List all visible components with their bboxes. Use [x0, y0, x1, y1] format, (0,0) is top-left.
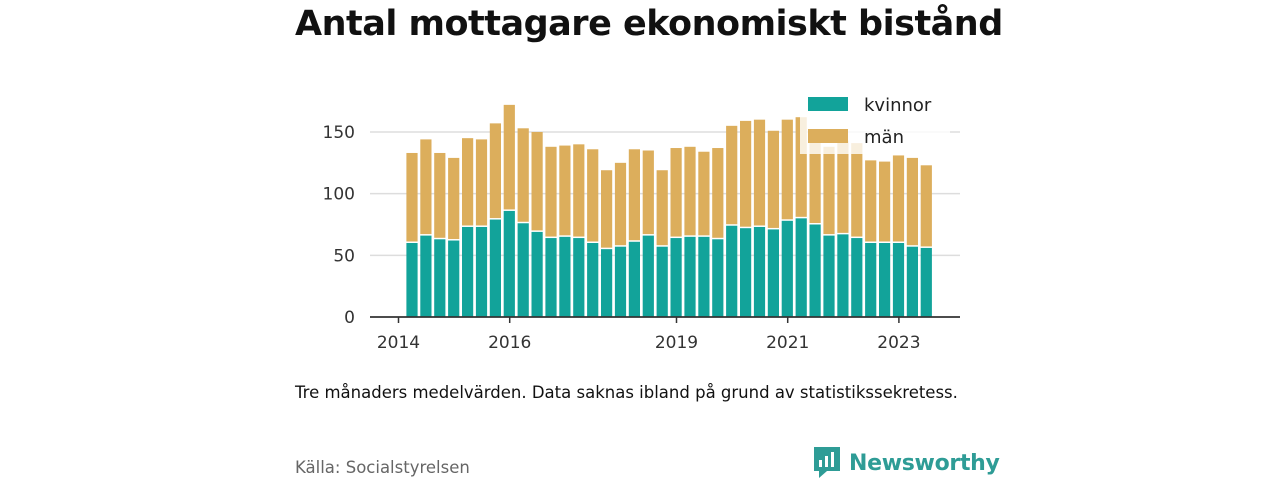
- bars-group: [406, 104, 932, 317]
- bar-man: [851, 143, 863, 237]
- chart-title: Antal mottagare ekonomiskt bistånd: [295, 4, 1003, 44]
- x-tick-label: 2021: [766, 333, 809, 353]
- legend-label: kvinnor: [864, 95, 932, 116]
- bar-man: [920, 165, 932, 247]
- bar-kvinnor: [670, 238, 682, 317]
- bar-man: [906, 157, 918, 246]
- brand-name: Newsworthy: [849, 450, 1000, 476]
- bar-kvinnor: [781, 220, 793, 317]
- bar-kvinnor: [837, 234, 849, 317]
- y-tick-label: 150: [323, 123, 355, 143]
- bar-man: [726, 125, 738, 225]
- bar-kvinnor: [795, 218, 807, 317]
- bar-man: [642, 150, 654, 235]
- bar-kvinnor: [684, 236, 696, 317]
- bar-kvinnor: [865, 243, 877, 317]
- legend-swatch-kvinnor: [808, 97, 848, 111]
- legend-label: män: [864, 127, 904, 148]
- legend: kvinnor män: [800, 88, 950, 154]
- bar-kvinnor: [420, 235, 432, 317]
- bar-man: [573, 144, 585, 237]
- bar-man: [892, 155, 905, 242]
- bar-man: [823, 146, 835, 235]
- y-tick-label: 100: [323, 185, 355, 205]
- bar-kvinnor: [740, 228, 752, 317]
- bar-man: [753, 119, 766, 226]
- bar-man: [614, 162, 627, 246]
- x-tick-label: 2014: [377, 333, 420, 353]
- bar-man: [462, 138, 474, 226]
- bar-man: [740, 120, 752, 227]
- bar-kvinnor: [573, 238, 585, 317]
- bar-kvinnor: [601, 249, 613, 317]
- newsworthy-bar-chart-logo-icon: [814, 447, 840, 478]
- bar-man: [420, 139, 432, 235]
- bar-kvinnor: [642, 235, 654, 317]
- bar-man: [684, 146, 696, 236]
- bar-man: [670, 148, 682, 237]
- bar-kvinnor: [698, 236, 710, 317]
- source-text: Källa: Socialstyrelsen: [295, 458, 470, 477]
- bar-man: [767, 130, 779, 228]
- bar-kvinnor: [587, 243, 599, 317]
- bar-man: [879, 161, 891, 242]
- bar-kvinnor: [628, 241, 640, 317]
- bar-kvinnor: [545, 238, 557, 317]
- bar-man: [628, 149, 640, 241]
- bar-man: [865, 160, 877, 242]
- stacked-bar-chart: 0 50 100 150 2014 2016 2019 2021 2023 kvinnor män: [322, 88, 960, 353]
- bar-kvinnor: [448, 240, 460, 317]
- bar-man: [503, 104, 515, 210]
- bar-man: [475, 139, 488, 226]
- bar-man: [698, 151, 710, 236]
- bar-man: [837, 140, 849, 233]
- chart-note: Tre månaders medelvärden. Data saknas ib…: [295, 383, 958, 402]
- bar-kvinnor: [559, 236, 571, 317]
- bar-kvinnor: [809, 224, 821, 317]
- bar-man: [795, 117, 807, 217]
- y-tick-label: 50: [333, 246, 355, 266]
- bar-kvinnor: [434, 239, 446, 317]
- bar-kvinnor: [767, 229, 779, 317]
- bar-man: [448, 157, 460, 240]
- bar-kvinnor: [531, 231, 543, 317]
- bar-man: [656, 170, 668, 246]
- bar-man: [601, 170, 613, 248]
- bar-kvinnor: [851, 238, 863, 317]
- bar-man: [517, 128, 529, 222]
- x-tick-label: 2023: [877, 333, 920, 353]
- bar-kvinnor: [753, 226, 766, 317]
- bar-kvinnor: [614, 246, 627, 317]
- bar-kvinnor: [406, 243, 418, 317]
- bar-kvinnor: [462, 226, 474, 317]
- bar-man: [559, 145, 571, 236]
- bar-kvinnor: [920, 247, 932, 317]
- bar-man: [809, 132, 821, 223]
- y-tick-label: 0: [344, 308, 355, 328]
- bar-kvinnor: [503, 210, 515, 317]
- legend-swatch-man: [808, 129, 848, 143]
- bar-kvinnor: [823, 235, 835, 317]
- bar-man: [489, 123, 501, 219]
- bar-man: [545, 146, 557, 237]
- bar-man: [406, 152, 418, 242]
- bar-man: [587, 149, 599, 242]
- axes-group: 0 50 100 150 2014 2016 2019 2021 2023: [323, 123, 960, 353]
- bar-man: [531, 132, 543, 231]
- bar-kvinnor: [475, 226, 488, 317]
- bar-kvinnor: [892, 243, 905, 317]
- bar-kvinnor: [726, 225, 738, 317]
- bar-kvinnor: [906, 246, 918, 317]
- brand-logo: Newsworthy: [813, 446, 1000, 480]
- x-tick-label: 2016: [488, 333, 531, 353]
- bar-man: [434, 152, 446, 238]
- bar-kvinnor: [712, 239, 724, 317]
- bar-kvinnor: [517, 223, 529, 317]
- x-tick-label: 2019: [655, 333, 698, 353]
- bar-man: [712, 148, 724, 238]
- bar-man: [781, 119, 793, 220]
- bar-kvinnor: [656, 246, 668, 317]
- bar-kvinnor: [489, 219, 501, 317]
- bar-kvinnor: [879, 243, 891, 317]
